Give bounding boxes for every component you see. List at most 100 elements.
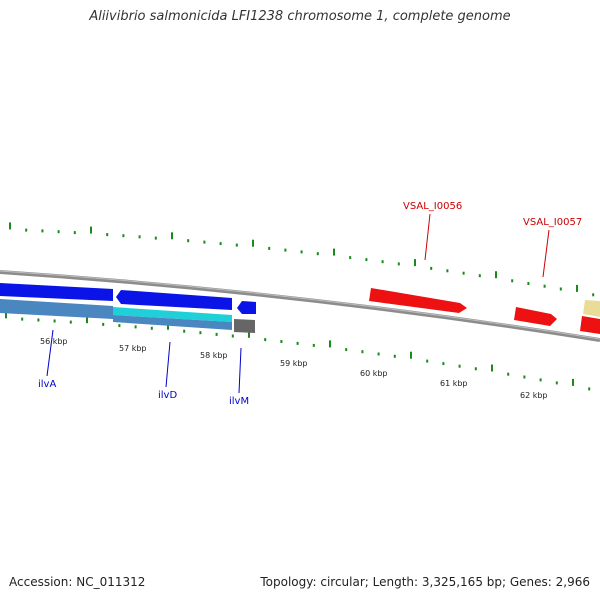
minor-tick <box>474 367 477 371</box>
minor-tick <box>511 279 514 283</box>
gene-label-ilvD[interactable]: ilvD <box>158 390 177 401</box>
minor-tick <box>527 282 530 285</box>
minor-tick <box>543 284 546 288</box>
gene-blue-3[interactable] <box>237 301 256 314</box>
scale-label-56: 56 kbp <box>40 337 68 346</box>
gene-ilvM-body[interactable] <box>234 319 255 333</box>
gene-steel-2[interactable] <box>113 315 232 330</box>
minor-tick <box>183 329 186 333</box>
minor-tick <box>377 352 380 356</box>
scale-label-60: 60 kbp <box>360 369 388 378</box>
genome-summary: Topology: circular; Length: 3,325,165 bp… <box>260 575 590 589</box>
gene-label-vsal56[interactable]: VSAL_I0056 <box>403 201 462 212</box>
scale-label-58: 58 kbp <box>200 351 228 360</box>
minor-tick <box>316 252 319 256</box>
minor-tick <box>555 381 558 385</box>
gene-blue-1[interactable] <box>0 283 113 301</box>
gene-red-edge[interactable] <box>580 316 600 334</box>
minor-tick <box>300 250 303 254</box>
minor-tick <box>69 320 72 324</box>
gene-label-vsal57[interactable]: VSAL_I0057 <box>523 217 582 228</box>
minor-tick <box>118 324 121 328</box>
minor-tick <box>102 322 105 326</box>
minor-tick <box>458 364 461 368</box>
minor-tick <box>592 293 595 297</box>
minor-tick <box>21 317 24 321</box>
minor-tick <box>442 362 445 366</box>
minor-tick <box>393 354 396 358</box>
minor-tick <box>134 325 137 329</box>
major-tick <box>576 284 578 292</box>
gene-yellow-edge[interactable] <box>583 300 600 317</box>
minor-tick <box>219 242 222 246</box>
major-tick <box>491 364 493 372</box>
minor-tick <box>231 334 234 338</box>
minor-tick <box>41 229 44 233</box>
minor-tick <box>122 234 125 238</box>
minor-tick <box>150 326 153 330</box>
major-tick <box>171 232 173 240</box>
major-tick <box>572 378 574 386</box>
accession-label: Accession: NC_011312 <box>9 575 146 589</box>
minor-tick <box>462 271 465 275</box>
scale-label-57: 57 kbp <box>119 344 147 353</box>
major-tick <box>5 311 7 319</box>
chromosome-backbone <box>0 270 600 342</box>
major-tick <box>90 226 92 234</box>
major-tick <box>9 222 11 230</box>
minor-tick <box>25 228 28 232</box>
minor-tick <box>203 240 206 244</box>
gene-blue-2[interactable] <box>116 290 232 310</box>
gene-label-ilvM[interactable]: ilvM <box>229 396 249 407</box>
major-tick <box>248 330 250 338</box>
major-tick <box>252 239 254 247</box>
minor-tick <box>284 248 287 252</box>
gene-vsal57-body[interactable] <box>514 307 557 326</box>
scale-label-59: 59 kbp <box>280 359 308 368</box>
minor-tick <box>588 387 591 391</box>
minor-tick <box>106 233 109 237</box>
minor-tick <box>312 343 315 347</box>
scale-label-62: 62 kbp <box>520 391 548 400</box>
gene-cyan[interactable] <box>113 307 232 322</box>
major-tick <box>414 259 416 267</box>
minor-tick <box>361 350 364 354</box>
minor-tick <box>446 269 449 273</box>
minor-tick <box>199 331 202 335</box>
minor-tick <box>57 230 60 234</box>
minor-tick <box>430 266 433 270</box>
minor-tick <box>280 340 283 343</box>
minor-tick <box>268 246 271 250</box>
minor-tick <box>507 372 510 376</box>
minor-tick <box>37 318 40 322</box>
minor-tick <box>138 235 141 239</box>
minor-tick <box>215 332 218 336</box>
map-title: Aliivibrio salmonicida LFI1238 chromosom… <box>89 9 511 24</box>
inner-tick-row <box>5 311 591 391</box>
minor-tick <box>349 256 352 260</box>
major-tick <box>410 351 412 359</box>
gene-ilvA-body[interactable] <box>0 299 113 319</box>
major-tick <box>86 316 88 324</box>
minor-tick <box>187 239 190 243</box>
minor-tick <box>365 258 368 262</box>
minor-tick <box>154 236 157 240</box>
minor-tick <box>559 287 562 291</box>
gene-vsal56-body[interactable] <box>369 288 467 313</box>
scale-label-61: 61 kbp <box>440 379 468 388</box>
minor-tick <box>296 341 299 345</box>
minor-tick <box>381 260 384 264</box>
minor-tick <box>235 243 238 247</box>
minor-tick <box>397 262 400 266</box>
gene-label-ilvA[interactable]: ilvA <box>38 379 56 390</box>
major-tick <box>329 340 331 348</box>
minor-tick <box>345 348 348 352</box>
minor-tick <box>53 319 56 323</box>
major-tick <box>333 248 335 256</box>
minor-tick <box>539 378 542 382</box>
minor-tick <box>426 359 429 363</box>
minor-tick <box>73 231 76 235</box>
outer-tick-row <box>9 222 595 297</box>
major-tick <box>167 322 169 330</box>
